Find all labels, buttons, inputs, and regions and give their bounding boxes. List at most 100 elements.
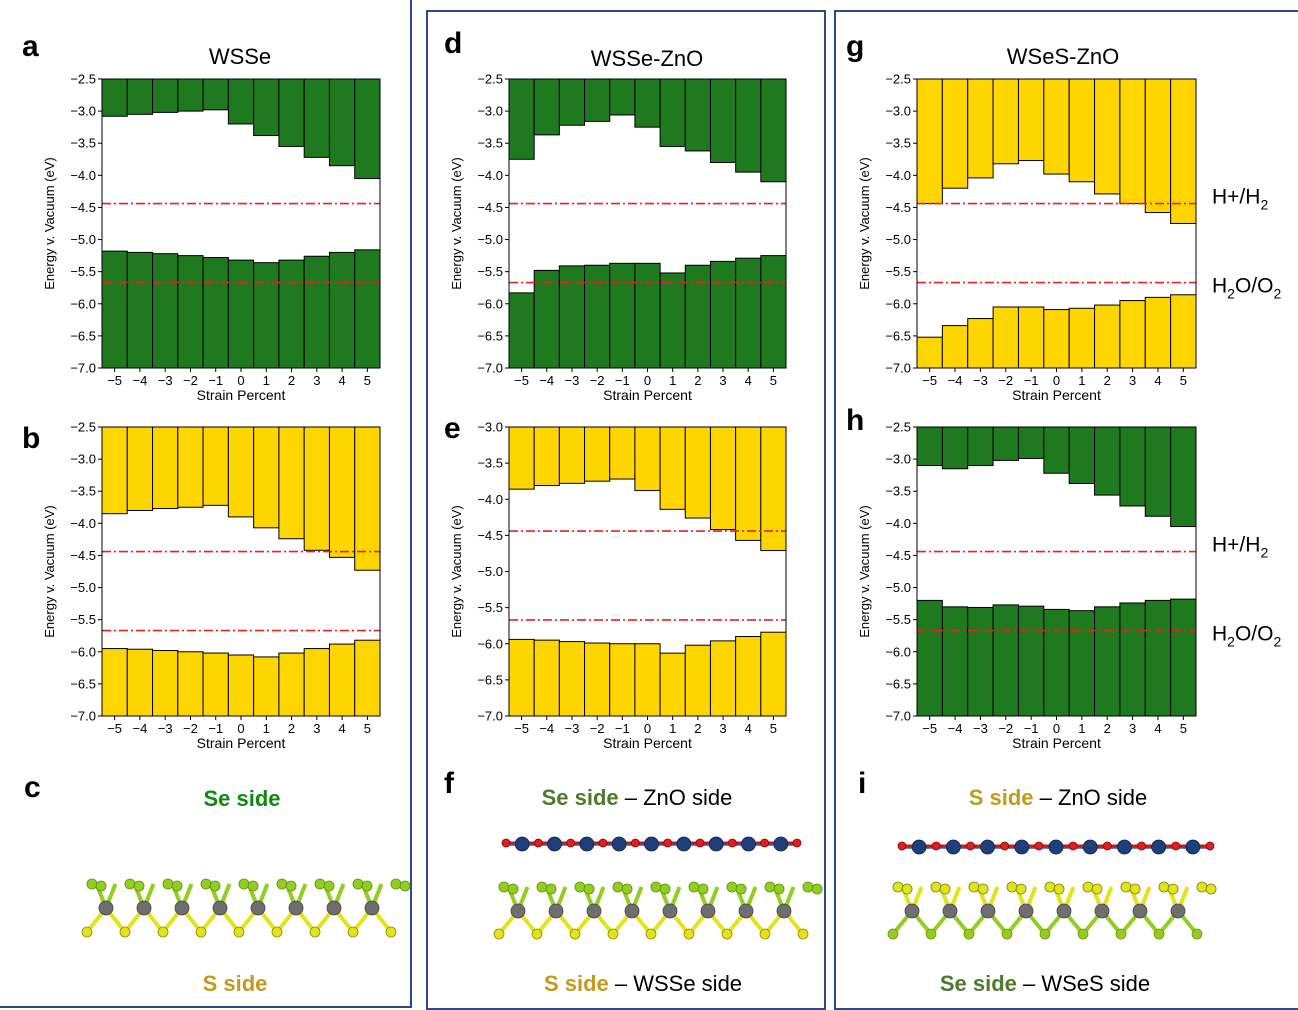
x-tick-label: −4 (948, 373, 963, 388)
structure-i-top-label: S side – ZnO side (969, 785, 1148, 810)
valence-band-bar (328, 643, 356, 717)
selenium-atom (1153, 928, 1165, 940)
h2o-o2-label-sub2: 2 (1273, 286, 1281, 302)
selenium-atom (688, 881, 700, 893)
tungsten-atom (662, 903, 678, 919)
x-tick-label: −3 (158, 373, 173, 388)
valence-band-bar (303, 648, 330, 717)
x-tick-label: 1 (1078, 373, 1085, 388)
structure-f-wsse (493, 881, 823, 940)
structure-f-top-rest: – ZnO side (619, 785, 733, 810)
y-tick-label: −3.5 (477, 456, 503, 471)
y-tick-label: −7.0 (885, 361, 911, 376)
tungsten-atom (364, 900, 380, 916)
y-tick-label: −3.0 (477, 420, 503, 435)
sulfur-atom (930, 881, 942, 893)
x-axis-label: Strain Percent (603, 735, 692, 751)
structure-i-wses (887, 881, 1217, 940)
y-tick-label: −3.0 (885, 452, 911, 467)
y-axis-label: Energy v. Vacuum (eV) (857, 157, 872, 289)
conduction-band-bar (177, 426, 204, 508)
sulfur-atom (683, 928, 695, 940)
x-tick-label: −4 (132, 721, 147, 736)
x-tick-label: −4 (539, 373, 554, 388)
selenium-atom (764, 881, 776, 893)
selenium-atom (536, 881, 548, 893)
y-tick-label: −2.5 (477, 72, 503, 87)
valence-band-bar (354, 639, 381, 717)
conduction-band-bar (709, 78, 737, 163)
conduction-band-bar (278, 426, 305, 540)
sulfur-atom (195, 926, 207, 938)
sulfur-atom (721, 928, 733, 940)
selenium-atom (1077, 928, 1089, 940)
x-tick-label: −2 (590, 373, 605, 388)
oxygen-atom (630, 838, 640, 848)
valence-band-bar (709, 640, 737, 717)
x-tick-label: 3 (1129, 721, 1136, 736)
y-tick-label: −2.5 (885, 72, 911, 87)
y-tick-label: −4.5 (477, 528, 503, 543)
x-tick-label: 0 (237, 721, 244, 736)
y-tick-label: −7.0 (70, 709, 96, 724)
x-tick-label: 3 (313, 721, 320, 736)
x-tick-label: 1 (263, 373, 270, 388)
valence-band-bar (609, 262, 636, 369)
sulfur-atom (119, 926, 131, 938)
sulfur-atom (797, 928, 809, 940)
oxygen-atom (1205, 841, 1215, 851)
zinc-atom (1117, 839, 1132, 855)
chart-title: WSSe-ZnO (591, 46, 703, 71)
selenium-atom (399, 880, 411, 892)
selenium-atom (314, 878, 326, 890)
conduction-band-bar (659, 426, 686, 510)
conduction-band-bar (533, 78, 560, 136)
panel-label-c: c (24, 771, 41, 804)
conduction-band-bar (278, 78, 305, 147)
selenium-atom (133, 880, 145, 892)
tungsten-atom (98, 900, 114, 916)
valence-band-bar (1017, 605, 1045, 717)
valence-band-bar (584, 264, 611, 369)
structure-f-bottom-label: S side – WSSe side (544, 971, 742, 996)
tungsten-atom (700, 903, 716, 919)
selenium-atom (162, 878, 174, 890)
selenium-atom (1001, 928, 1013, 940)
conduction-band-bar (202, 426, 229, 506)
conduction-band-bar (584, 78, 611, 122)
y-tick-label: −6.0 (477, 636, 503, 651)
selenium-atom (697, 883, 709, 895)
sulfur-atom (233, 926, 245, 938)
conduction-band-bar (354, 426, 381, 571)
conduction-band-bar (202, 78, 229, 111)
zinc-atom (980, 839, 995, 855)
conduction-band-bar (1119, 426, 1146, 507)
conduction-band-bar (916, 426, 943, 467)
y-tick-label: −6.0 (477, 296, 503, 311)
selenium-atom (285, 880, 297, 892)
valence-band-bar (735, 257, 762, 369)
oxygen-atom (897, 841, 907, 851)
x-tick-label: 5 (770, 721, 777, 736)
y-tick-label: −6.5 (70, 328, 96, 343)
conduction-band-bar (760, 426, 787, 552)
x-tick-label: 4 (745, 373, 752, 388)
y-tick-label: −4.0 (70, 516, 96, 531)
structure-c-top-label: Se side (203, 786, 280, 811)
sulfur-atom (968, 881, 980, 893)
conduction-band-bar (760, 78, 787, 183)
conduction-band-bar (684, 426, 711, 519)
tungsten-atom (1094, 903, 1110, 919)
sulfur-atom (309, 926, 321, 938)
y-tick-label: −4.0 (885, 168, 911, 183)
y-tick-label: −6.5 (70, 676, 96, 691)
x-tick-label: 1 (263, 721, 270, 736)
tungsten-atom (942, 903, 958, 919)
structure-f-top-colored: Se side (542, 785, 619, 810)
selenium-atom (621, 883, 633, 895)
valence-band-bar (941, 606, 969, 717)
conduction-band-bar (1170, 426, 1197, 528)
y-axis-label: Energy v. Vacuum (eV) (449, 157, 464, 289)
x-axis-label: Strain Percent (197, 387, 286, 403)
sulfur-atom (892, 881, 904, 893)
